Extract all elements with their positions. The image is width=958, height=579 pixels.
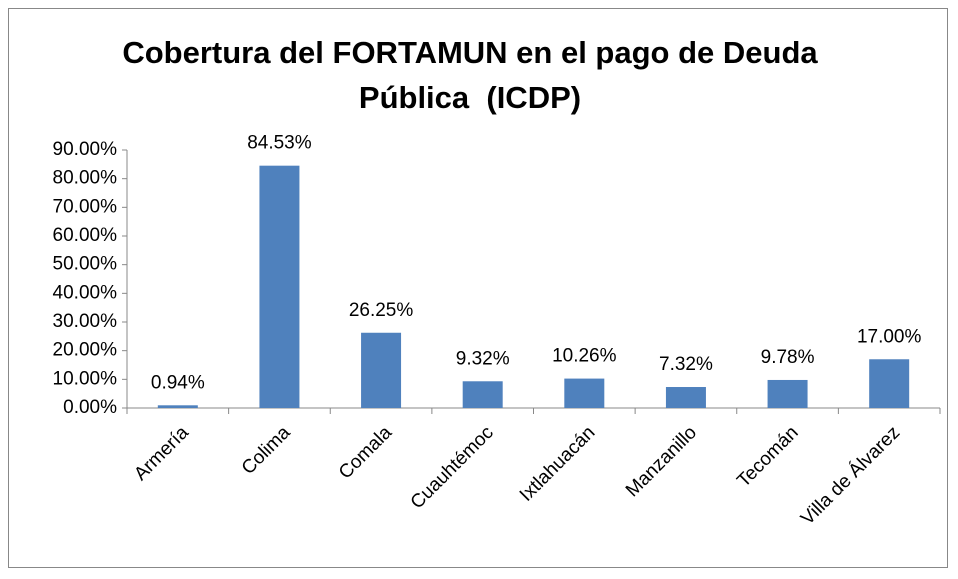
bar (259, 165, 300, 408)
x-tick-label: Manzanillo (622, 422, 701, 501)
y-tick-label: 30.00% (53, 311, 118, 332)
y-tick-label: 90.00% (53, 139, 118, 160)
y-tick-label: 70.00% (53, 196, 118, 217)
bar (361, 332, 402, 408)
y-tick-label: 60.00% (53, 225, 118, 246)
x-tick-label: Comala (335, 422, 396, 483)
bar (462, 381, 503, 408)
y-tick-label: 10.00% (53, 368, 118, 389)
data-label: 9.32% (456, 348, 510, 369)
y-tick-label: 40.00% (53, 282, 118, 303)
x-tick-label: Tecomán (733, 422, 802, 491)
x-tick-label: Cuauhtémoc (407, 422, 498, 513)
chart-border (8, 8, 948, 568)
data-label: 84.53% (247, 133, 312, 154)
data-label: 17.00% (857, 326, 922, 347)
data-label: 10.26% (552, 346, 617, 367)
chart-title: Cobertura del FORTAMUN en el pago de Deu… (122, 35, 827, 115)
data-label: 0.94% (151, 372, 205, 393)
y-tick-label: 0.00% (63, 397, 117, 418)
x-tick-label: Colima (238, 422, 295, 479)
bar (665, 387, 706, 408)
bar (767, 379, 808, 408)
data-label: 7.32% (659, 354, 713, 375)
data-label: 9.78% (761, 347, 815, 368)
bar (157, 405, 198, 408)
bar (564, 378, 605, 408)
x-tick-label: Ixtlahuacán (516, 422, 600, 506)
x-tick-label: Armería (130, 422, 193, 485)
y-tick-label: 50.00% (53, 254, 118, 275)
data-label: 26.25% (349, 300, 414, 321)
bar (869, 359, 910, 408)
x-tick-label: Villa de Álvarez (797, 422, 904, 529)
y-tick-label: 80.00% (53, 168, 118, 189)
y-tick-label: 20.00% (53, 340, 118, 361)
